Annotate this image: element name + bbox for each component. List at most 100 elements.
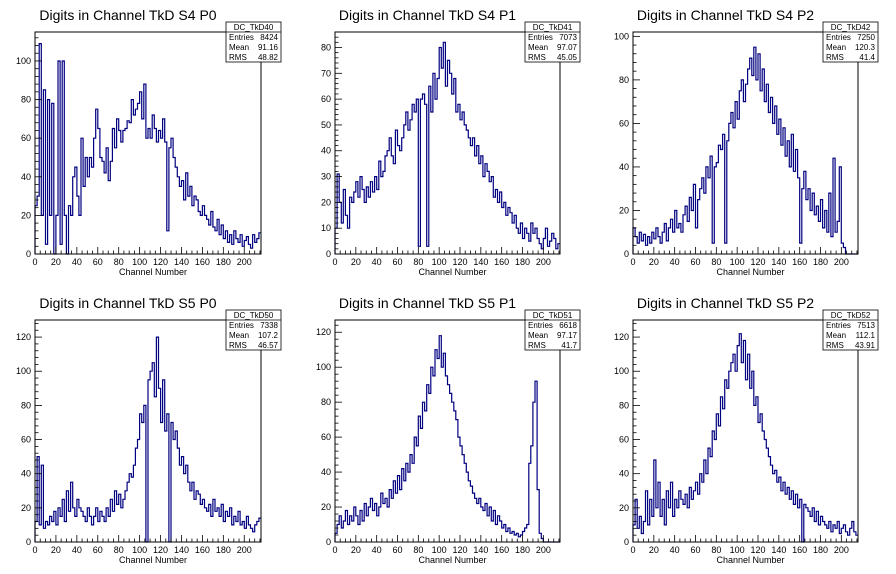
x-tick-label: 180 bbox=[515, 257, 530, 267]
x-tick-label: 40 bbox=[670, 257, 680, 267]
plot-frame bbox=[334, 319, 561, 543]
histogram-line bbox=[34, 43, 261, 255]
y-tick-label: 100 bbox=[16, 56, 31, 66]
x-tick-label: 200 bbox=[536, 257, 551, 267]
y-tick-label: 0 bbox=[624, 249, 629, 259]
y-tick-label: 50 bbox=[321, 120, 331, 130]
stats-entries-value: 7073 bbox=[559, 33, 577, 42]
chart-title: Digits in Channel TkD S4 P0 bbox=[39, 7, 216, 23]
y-tick-label: 80 bbox=[619, 400, 629, 410]
y-tick-label: 0 bbox=[26, 537, 31, 547]
x-axis-label: Channel Number bbox=[418, 555, 486, 565]
stats-rms-label: RMS bbox=[229, 341, 247, 350]
y-tick-label: 60 bbox=[321, 432, 331, 442]
stats-entries-label: Entries bbox=[528, 321, 553, 330]
x-tick-label: 20 bbox=[649, 545, 659, 555]
y-tick-label: 20 bbox=[321, 502, 331, 512]
x-tick-label: 80 bbox=[114, 257, 124, 267]
stats-name: DC_TkD50 bbox=[234, 311, 274, 320]
stats-entries-value: 7513 bbox=[857, 321, 875, 330]
stats-rms-value: 46.57 bbox=[258, 341, 279, 350]
x-axis-label: Channel Number bbox=[119, 555, 187, 565]
x-tick-label: 80 bbox=[114, 545, 124, 555]
stats-rms-value: 41.7 bbox=[561, 341, 577, 350]
stats-mean-value: 112.1 bbox=[856, 331, 876, 340]
x-tick-label: 80 bbox=[413, 545, 423, 555]
y-tick-label: 120 bbox=[16, 332, 31, 342]
x-tick-label: 140 bbox=[473, 545, 488, 555]
y-tick-label: 20 bbox=[619, 503, 629, 513]
y-tick-label: 120 bbox=[614, 332, 629, 342]
stats-mean-value: 91.16 bbox=[258, 43, 279, 52]
x-tick-label: 40 bbox=[670, 545, 680, 555]
y-tick-label: 40 bbox=[321, 467, 331, 477]
x-tick-label: 180 bbox=[813, 257, 828, 267]
y-tick-label: 0 bbox=[326, 249, 331, 259]
x-axis-label: Channel Number bbox=[716, 555, 784, 565]
histogram-pad: Digits in Channel TkD S5 P0 0 20 40 60 80 100 1… bbox=[16, 295, 282, 565]
stats-mean-label: Mean bbox=[528, 331, 548, 340]
x-tick-label: 40 bbox=[72, 545, 82, 555]
x-tick-label: 200 bbox=[237, 545, 252, 555]
histogram-line bbox=[34, 336, 261, 543]
stats-mean-value: 97.07 bbox=[557, 43, 578, 52]
x-axis-label: Channel Number bbox=[716, 267, 784, 277]
x-tick-label: 60 bbox=[690, 257, 700, 267]
x-tick-label: 20 bbox=[351, 257, 361, 267]
y-tick-label: 120 bbox=[316, 327, 331, 337]
stats-mean-label: Mean bbox=[826, 43, 846, 52]
y-tick-label: 80 bbox=[21, 95, 31, 105]
x-tick-label: 40 bbox=[72, 257, 82, 267]
stats-mean-label: Mean bbox=[528, 43, 548, 52]
x-tick-label: 140 bbox=[473, 257, 488, 267]
stats-entries-value: 7338 bbox=[260, 321, 278, 330]
y-tick-label: 100 bbox=[614, 366, 629, 376]
x-tick-label: 160 bbox=[792, 257, 807, 267]
x-tick-label: 60 bbox=[93, 257, 103, 267]
x-tick-label: 80 bbox=[711, 545, 721, 555]
x-tick-label: 80 bbox=[413, 257, 423, 267]
stats-box-frame bbox=[822, 21, 879, 63]
stats-box-frame bbox=[524, 309, 581, 351]
chart-title: Digits in Channel TkD S5 P2 bbox=[637, 295, 814, 311]
stats-rms-value: 41.4 bbox=[859, 53, 875, 62]
stats-mean-label: Mean bbox=[229, 43, 249, 52]
x-tick-label: 60 bbox=[93, 545, 103, 555]
x-tick-label: 200 bbox=[237, 257, 252, 267]
x-tick-label: 100 bbox=[132, 257, 147, 267]
stats-rms-value: 43.91 bbox=[855, 341, 876, 350]
stats-entries-label: Entries bbox=[528, 33, 553, 42]
x-tick-label: 160 bbox=[195, 545, 210, 555]
stats-mean-label: Mean bbox=[229, 331, 249, 340]
x-tick-label: 120 bbox=[750, 257, 765, 267]
stats-rms-label: RMS bbox=[229, 53, 247, 62]
plot-frame bbox=[632, 31, 859, 255]
x-tick-label: 120 bbox=[153, 257, 168, 267]
x-tick-label: 140 bbox=[771, 257, 786, 267]
x-tick-label: 60 bbox=[392, 545, 402, 555]
chart-title: Digits in Channel TkD S4 P1 bbox=[339, 7, 516, 23]
histogram-pad: Digits in Channel TkD S4 P10 20 40 60 80 100 1… bbox=[321, 7, 581, 277]
stats-entries-label: Entries bbox=[229, 33, 254, 42]
stats-box-frame bbox=[524, 21, 581, 63]
plot-frame bbox=[334, 31, 561, 255]
x-tick-label: 0 bbox=[32, 545, 37, 555]
y-tick-label: 40 bbox=[321, 146, 331, 156]
x-tick-label: 200 bbox=[834, 257, 849, 267]
x-tick-label: 100 bbox=[730, 545, 745, 555]
y-tick-label: 10 bbox=[321, 223, 331, 233]
y-tick-label: 80 bbox=[321, 397, 331, 407]
y-tick-label: 0 bbox=[326, 537, 331, 547]
chart-title: Digits in Channel TkD S5 P0 bbox=[39, 295, 216, 311]
stats-entries-value: 6618 bbox=[559, 321, 577, 330]
stats-rms-value: 48.82 bbox=[258, 53, 279, 62]
y-tick-label: 20 bbox=[321, 197, 331, 207]
stats-rms-label: RMS bbox=[528, 53, 546, 62]
y-tick-label: 80 bbox=[321, 42, 331, 52]
x-tick-label: 0 bbox=[630, 257, 635, 267]
x-tick-label: 120 bbox=[452, 545, 467, 555]
y-tick-label: 100 bbox=[16, 366, 31, 376]
stats-name: DC_TkD40 bbox=[234, 23, 274, 32]
x-tick-label: 120 bbox=[153, 545, 168, 555]
